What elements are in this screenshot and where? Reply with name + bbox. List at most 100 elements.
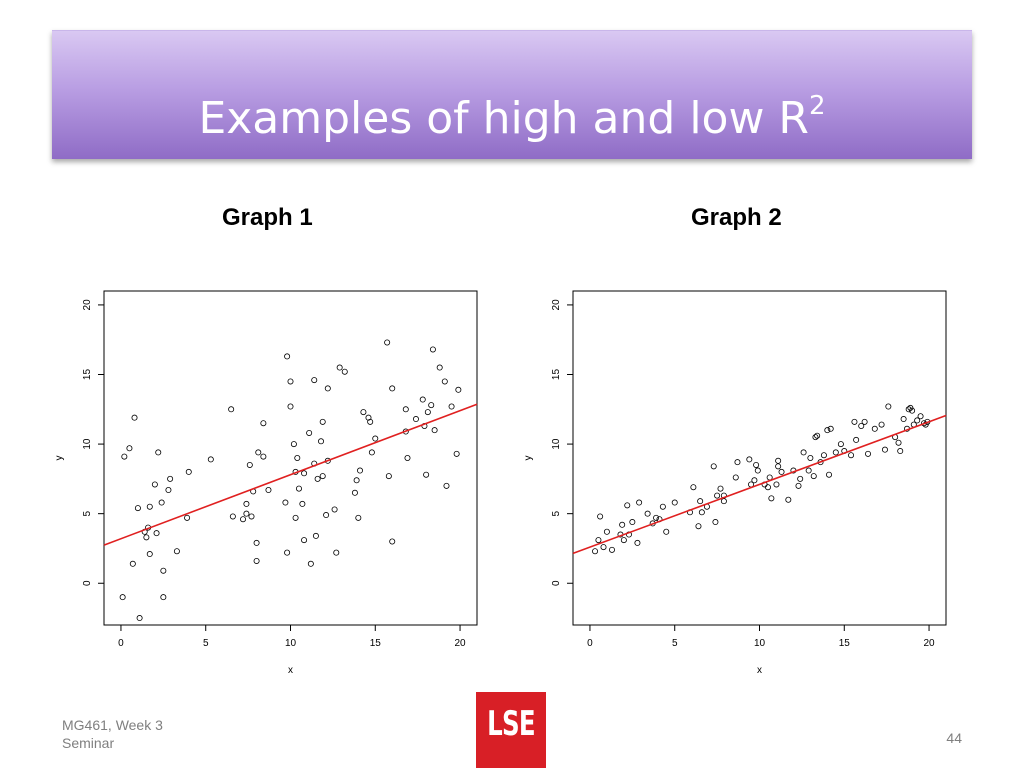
data-point <box>865 450 872 457</box>
data-point <box>810 473 817 480</box>
y-tick-label: 5 <box>551 510 562 516</box>
data-point <box>131 414 138 421</box>
data-point <box>878 421 885 428</box>
data-point <box>121 453 128 460</box>
data-point <box>653 514 660 521</box>
data-point <box>153 530 160 537</box>
data-point <box>824 427 831 434</box>
data-point <box>453 450 460 457</box>
data-point <box>800 449 807 456</box>
data-point <box>608 546 615 553</box>
data-point <box>173 548 180 555</box>
data-point <box>714 492 721 499</box>
data-point <box>246 461 253 468</box>
y-tick-label: 10 <box>551 438 562 450</box>
data-point <box>785 496 792 503</box>
data-point <box>710 463 717 470</box>
data-point <box>360 409 367 416</box>
data-point <box>597 513 604 520</box>
data-point <box>858 422 865 429</box>
data-point <box>318 438 325 445</box>
x-tick-label: 0 <box>118 638 124 649</box>
y-axis-label: y <box>523 456 534 461</box>
data-point <box>885 403 892 410</box>
data-point <box>260 453 267 460</box>
data-point <box>917 413 924 420</box>
data-point <box>312 532 319 539</box>
x-tick-label: 15 <box>370 638 382 649</box>
data-point <box>299 500 306 507</box>
data-point <box>881 446 888 453</box>
data-point <box>419 396 426 403</box>
data-point <box>143 534 150 541</box>
data-point <box>126 445 133 452</box>
footer-line2: Seminar <box>62 735 115 751</box>
slide-title-superscript: 2 <box>809 91 826 121</box>
data-point <box>367 418 374 425</box>
data-point <box>319 473 326 480</box>
data-point <box>644 510 651 517</box>
data-point <box>336 364 343 371</box>
data-point <box>848 452 855 459</box>
data-point <box>333 549 340 556</box>
data-point <box>697 498 704 505</box>
data-point <box>243 500 250 507</box>
data-point <box>314 475 321 482</box>
data-point <box>592 548 599 555</box>
data-point <box>734 459 741 466</box>
data-point <box>136 615 143 622</box>
data-point <box>753 461 760 468</box>
data-point <box>311 377 318 384</box>
x-tick-label: 20 <box>454 638 466 649</box>
data-point <box>820 452 827 459</box>
lse-logo-text: LSE <box>487 704 536 744</box>
y-tick-label: 5 <box>82 510 93 516</box>
regression-line <box>103 403 478 546</box>
data-point <box>146 551 153 558</box>
data-point <box>404 454 411 461</box>
data-point <box>301 537 308 544</box>
regression-line <box>572 414 947 555</box>
data-point <box>389 385 396 392</box>
data-point <box>778 468 785 475</box>
data-point <box>423 471 430 478</box>
footer-course: MG461, Week 3 Seminar <box>62 716 163 752</box>
data-point <box>814 432 821 439</box>
data-point <box>243 510 250 517</box>
data-point <box>897 448 904 455</box>
y-tick-label: 15 <box>82 369 93 381</box>
data-point <box>764 484 771 491</box>
data-point <box>151 481 158 488</box>
data-point <box>754 467 761 474</box>
data-point <box>629 519 636 526</box>
data-point <box>805 467 812 474</box>
data-point <box>240 516 247 523</box>
data-point <box>595 537 602 544</box>
data-point <box>185 468 192 475</box>
data-point <box>720 498 727 505</box>
data-point <box>695 523 702 530</box>
data-point <box>306 429 313 436</box>
data-point <box>160 594 167 601</box>
data-point <box>165 487 172 494</box>
data-point <box>773 481 780 488</box>
data-point <box>746 456 753 463</box>
data-point <box>207 456 214 463</box>
plot-frame <box>572 290 947 626</box>
data-point <box>229 513 236 520</box>
data-point <box>353 477 360 484</box>
y-tick-label: 20 <box>82 299 93 311</box>
data-point <box>351 489 358 496</box>
data-point <box>167 475 174 482</box>
data-point <box>248 513 255 520</box>
data-point <box>600 544 607 551</box>
data-point <box>624 502 631 509</box>
data-point <box>603 528 610 535</box>
x-tick-label: 5 <box>203 638 209 649</box>
data-point <box>768 495 775 502</box>
x-tick-label: 20 <box>923 638 935 649</box>
x-tick-label: 15 <box>839 638 851 649</box>
data-point <box>160 567 167 574</box>
data-point <box>255 449 262 456</box>
graph1-scatter-plot: 0 5 10 15 20 0 5 10 15 20 x y <box>54 290 478 676</box>
